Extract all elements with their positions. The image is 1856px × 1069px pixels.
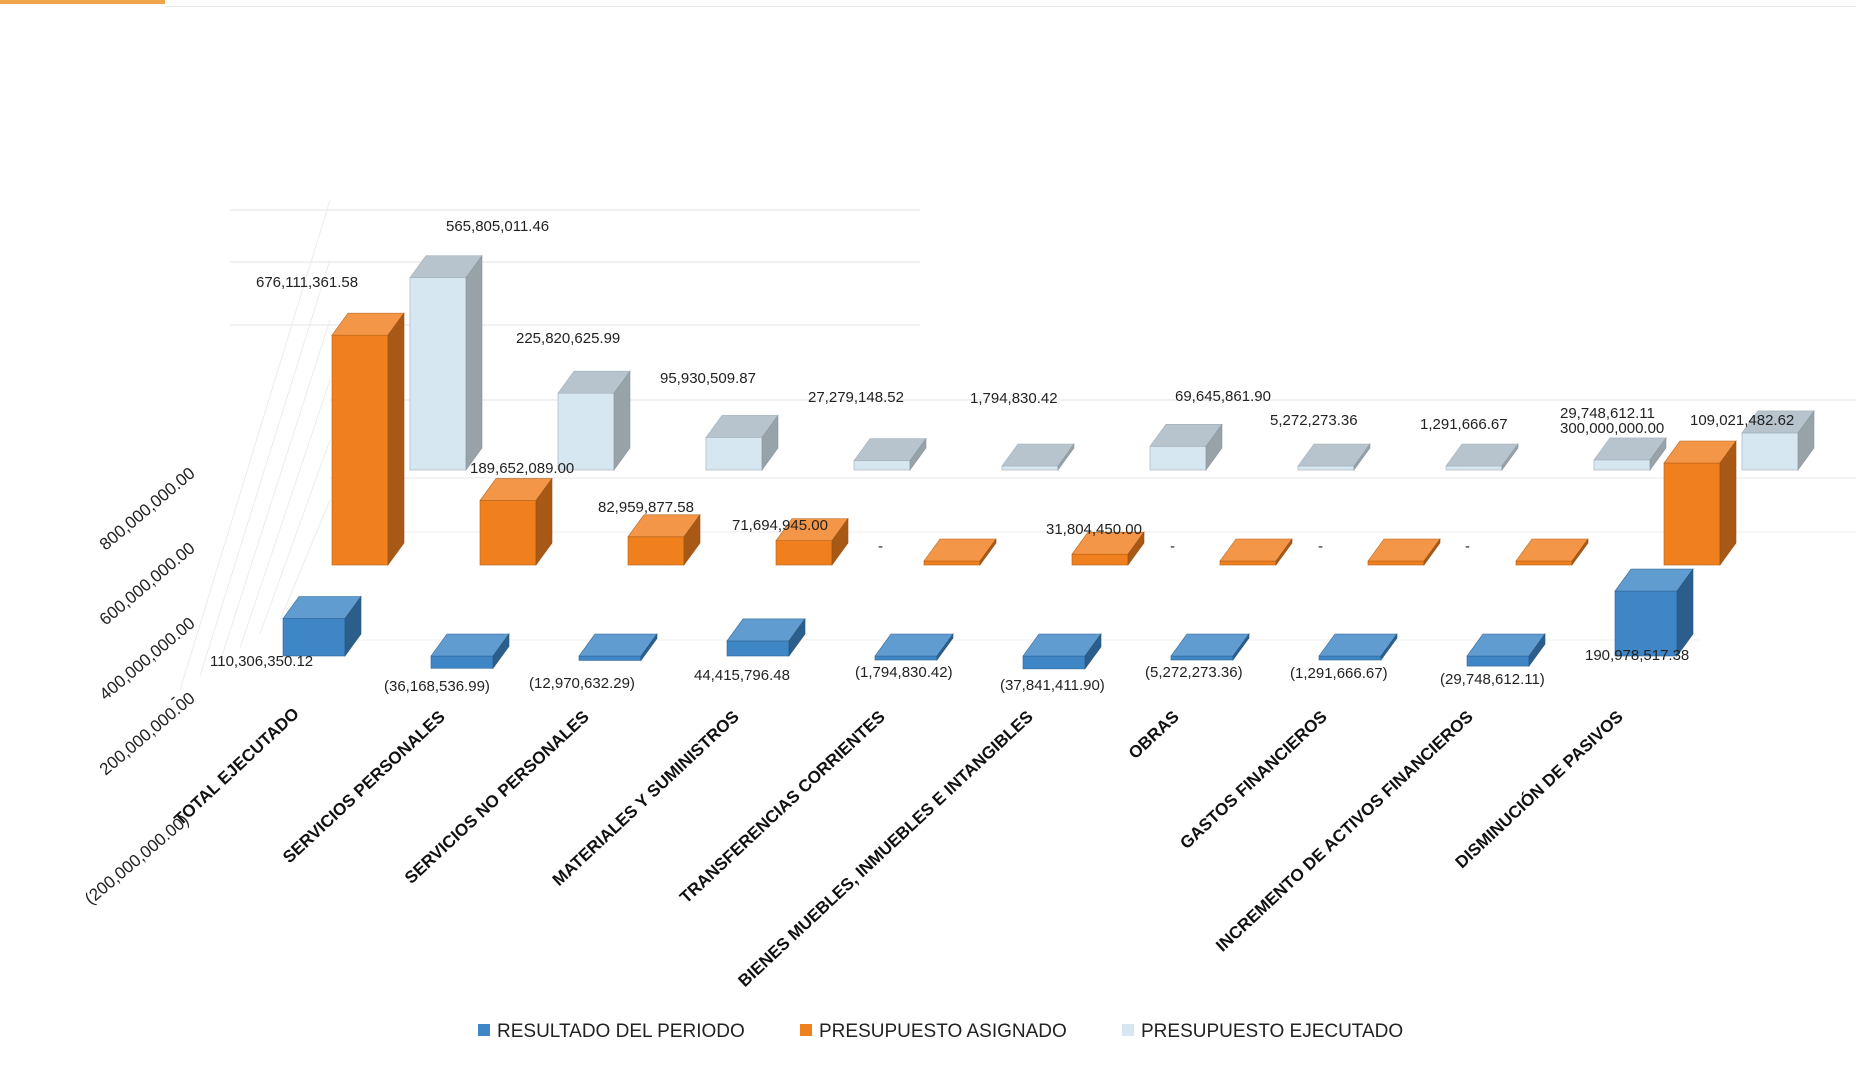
bar-ejecutado-9 [1593, 436, 1667, 471]
data-label-resultado-6: (37,841,411.90) [1000, 677, 1105, 694]
bar-resultado-5 [874, 633, 954, 661]
data-label-ejecutado-1: 565,805,011.46 [446, 218, 549, 235]
legend-swatch-asignado [800, 1024, 812, 1036]
data-label-resultado-8: (1,291,666.67) [1290, 665, 1388, 682]
data-label-asignado-3: 82,959,877.58 [598, 499, 694, 516]
header-rule [165, 6, 1856, 7]
data-label-ejecutado-9: 29,748,612.11 [1560, 405, 1655, 422]
category-label-1: TOTAL EJECUTADO [170, 704, 302, 829]
data-label-asignado-9: - [1465, 538, 1470, 555]
bar-asignado-2 [479, 477, 553, 566]
data-label-ejecutado-5: 1,794,830.42 [970, 390, 1058, 407]
data-label-asignado-2: 189,652,089.00 [470, 460, 574, 477]
bar-resultado-1 [282, 595, 362, 657]
category-label-2: SERVICIOS PERSONALES [279, 707, 449, 867]
bars [282, 254, 1815, 670]
data-label-asignado-1: 676,111,361.58 [256, 274, 358, 291]
bar-ejecutado-1 [409, 254, 483, 471]
bar-asignado-9 [1515, 538, 1589, 566]
data-label-asignado-10: 300,000,000.00 [1560, 420, 1664, 437]
bar-ejecutado-2 [557, 370, 631, 471]
y-tick-label-1: (200,000,000.00) [81, 811, 192, 909]
category-label-10: DISMINUCIÓN DE PASIVOS [1452, 707, 1627, 872]
data-label-ejecutado-2: 225,820,625.99 [516, 330, 620, 347]
data-label-resultado-2: (36,168,536.99) [384, 678, 490, 695]
bar-resultado-9 [1466, 633, 1546, 668]
data-label-resultado-4: 44,415,796.48 [694, 667, 790, 684]
data-label-asignado-8: - [1318, 538, 1323, 555]
bar-asignado-6 [1071, 531, 1145, 566]
bar-resultado-2 [430, 633, 510, 670]
data-label-resultado-7: (5,272,273.36) [1145, 664, 1243, 681]
legend-swatch-resultado [478, 1024, 490, 1036]
data-label-asignado-7: - [1170, 538, 1175, 555]
legend-label-ejecutado: PRESUPUESTO EJECUTADO [1141, 1021, 1403, 1042]
data-label-ejecutado-3: 95,930,509.87 [660, 370, 756, 387]
data-labels: 110,306,350.12 (36,168,536.99) (12,970,632… [210, 218, 1794, 695]
category-label-8: GASTOS FINANCIEROS [1176, 707, 1330, 853]
bar-ejecutado-10 [1741, 410, 1815, 471]
data-label-resultado-3: (12,970,632.29) [529, 675, 635, 692]
data-label-ejecutado-8: 1,291,666.67 [1420, 416, 1508, 433]
data-label-resultado-9: (29,748,612.11) [1440, 671, 1545, 688]
data-label-resultado-1: 110,306,350.12 [210, 653, 313, 670]
bar-ejecutado-7 [1297, 443, 1371, 471]
bar-resultado-10 [1614, 568, 1694, 657]
bar-ejecutado-3 [705, 414, 779, 471]
bar-ejecutado-6 [1149, 423, 1223, 471]
bar-resultado-7 [1170, 633, 1250, 661]
bar-asignado-8 [1367, 538, 1441, 566]
gridlines [179, 199, 1856, 691]
bar-asignado-7 [1219, 538, 1293, 566]
bar-resultado-3 [578, 633, 658, 662]
category-label-9: INCREMENTO DE ACTIVOS FINANCIEROS [1212, 707, 1476, 955]
bar-resultado-8 [1318, 633, 1398, 661]
bar-asignado-4 [775, 517, 849, 566]
data-label-asignado-6: 31,804,450.00 [1046, 521, 1142, 538]
data-label-ejecutado-7: 5,272,273.36 [1270, 412, 1358, 429]
bar-resultado-4 [726, 617, 806, 657]
legend-label-asignado: PRESUPUESTO ASIGNADO [819, 1021, 1067, 1042]
bar-ejecutado-4 [853, 437, 927, 471]
bar-asignado-3 [627, 513, 701, 566]
data-label-asignado-5: - [878, 538, 883, 555]
data-label-resultado-5: (1,794,830.42) [855, 664, 953, 681]
bar-asignado-10 [1663, 440, 1737, 566]
bar-resultado-6 [1022, 633, 1102, 670]
legend-label-resultado: RESULTADO DEL PERIODO [497, 1021, 745, 1042]
legend-swatch-ejecutado [1122, 1024, 1134, 1036]
bar-asignado-5 [923, 538, 997, 566]
data-label-ejecutado-4: 27,279,148.52 [808, 389, 904, 406]
bar-asignado-1 [331, 312, 405, 566]
y-tick-label-3: 200,000,000.00 [96, 689, 199, 780]
category-label-6: BIENES MUEBLES, INMUEBLES E INTANGIBLES [735, 707, 1037, 991]
header-accent-bar [0, 0, 165, 4]
legend-item-ejecutado: PRESUPUESTO EJECUTADO [1122, 1021, 1403, 1042]
legend-item-resultado: RESULTADO DEL PERIODO [478, 1021, 745, 1042]
bar-ejecutado-5 [1001, 443, 1075, 471]
data-label-ejecutado-10: 109,021,482.62 [1690, 412, 1794, 429]
bar-ejecutado-8 [1445, 443, 1519, 471]
data-label-ejecutado-6: 69,645,861.90 [1175, 388, 1271, 405]
category-label-7: OBRAS [1125, 707, 1183, 763]
legend-item-asignado: PRESUPUESTO ASIGNADO [800, 1021, 1067, 1042]
data-label-asignado-4: 71,694,945.00 [732, 517, 828, 534]
data-label-resultado-10: 190,978,517.38 [1585, 647, 1689, 664]
legend: RESULTADO DEL PERIODO PRESUPUESTO ASIGNA… [478, 1021, 1403, 1042]
